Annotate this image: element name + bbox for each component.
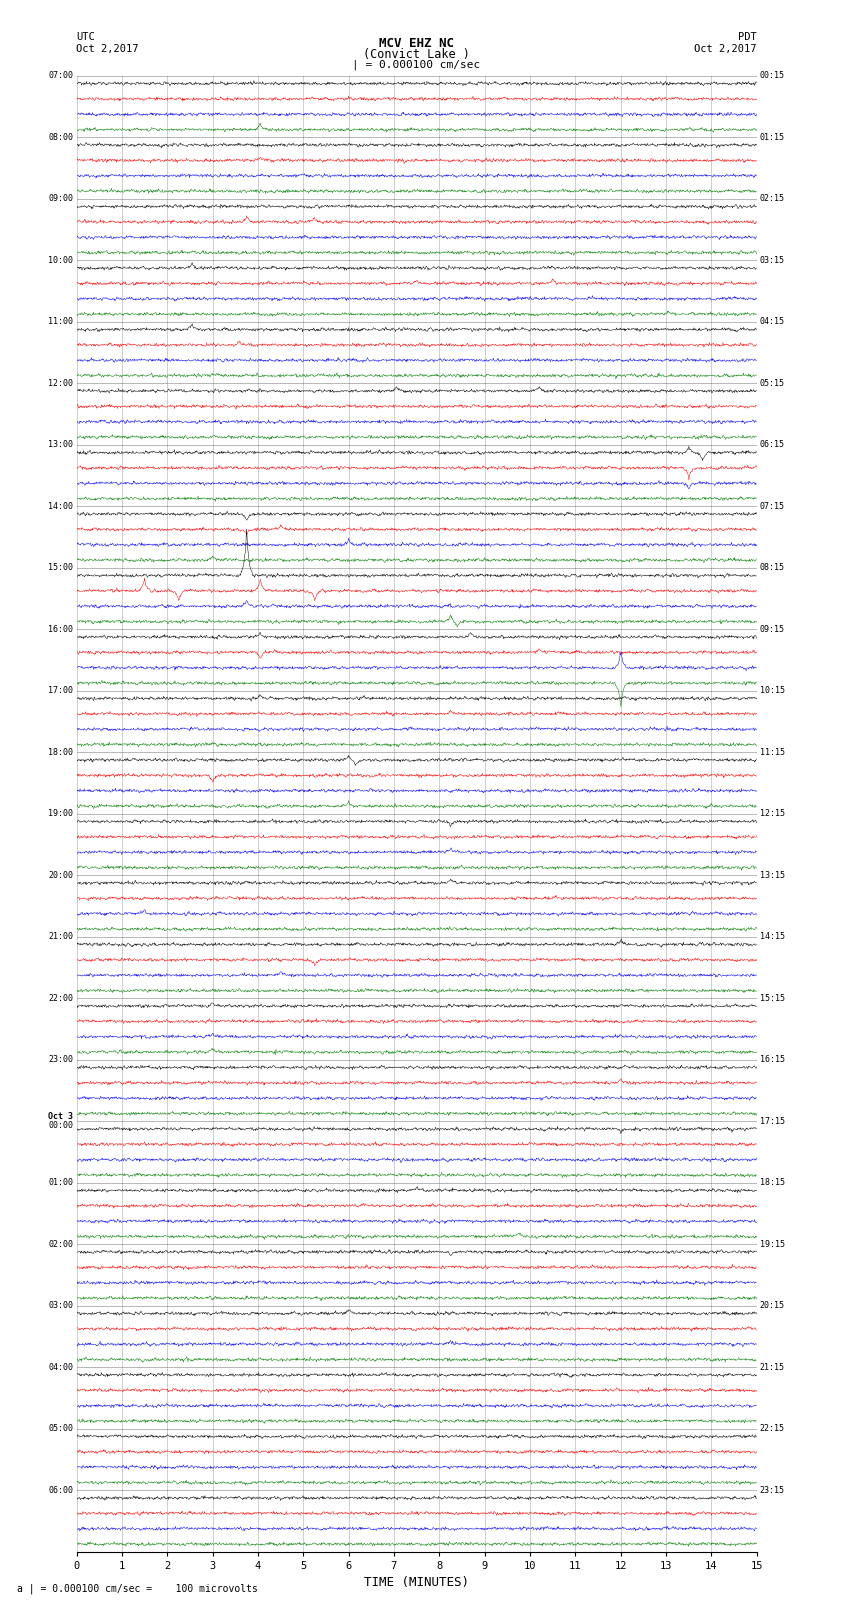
Text: 22:00: 22:00 [48,994,73,1003]
Text: 03:15: 03:15 [760,256,785,265]
Text: 01:00: 01:00 [48,1177,73,1187]
Text: 04:15: 04:15 [760,318,785,326]
Text: 15:00: 15:00 [48,563,73,573]
Text: 12:00: 12:00 [48,379,73,387]
Text: 20:00: 20:00 [48,871,73,879]
Text: 21:15: 21:15 [760,1363,785,1371]
Text: 02:15: 02:15 [760,194,785,203]
Text: Oct 2,2017: Oct 2,2017 [76,44,139,53]
Text: 19:00: 19:00 [48,810,73,818]
Text: 00:15: 00:15 [760,71,785,81]
Text: 17:00: 17:00 [48,686,73,695]
Text: 01:15: 01:15 [760,132,785,142]
X-axis label: TIME (MINUTES): TIME (MINUTES) [364,1576,469,1589]
Text: 08:00: 08:00 [48,132,73,142]
Text: 19:15: 19:15 [760,1240,785,1248]
Text: 18:00: 18:00 [48,748,73,756]
Text: 16:00: 16:00 [48,624,73,634]
Text: 16:15: 16:15 [760,1055,785,1065]
Text: MCV EHZ NC: MCV EHZ NC [379,37,454,50]
Text: 03:00: 03:00 [48,1302,73,1310]
Text: 09:00: 09:00 [48,194,73,203]
Text: 07:15: 07:15 [760,502,785,511]
Text: (Convict Lake ): (Convict Lake ) [363,48,470,61]
Text: 14:00: 14:00 [48,502,73,511]
Text: 06:00: 06:00 [48,1486,73,1495]
Text: | = 0.000100 cm/sec: | = 0.000100 cm/sec [353,60,480,71]
Text: 23:00: 23:00 [48,1055,73,1065]
Text: 20:15: 20:15 [760,1302,785,1310]
Text: 11:00: 11:00 [48,318,73,326]
Text: 14:15: 14:15 [760,932,785,942]
Text: 12:15: 12:15 [760,810,785,818]
Text: 13:00: 13:00 [48,440,73,450]
Text: 18:15: 18:15 [760,1177,785,1187]
Text: 06:15: 06:15 [760,440,785,450]
Text: 02:00: 02:00 [48,1240,73,1248]
Text: Oct 2,2017: Oct 2,2017 [694,44,756,53]
Text: 23:15: 23:15 [760,1486,785,1495]
Text: a | = 0.000100 cm/sec =    100 microvolts: a | = 0.000100 cm/sec = 100 microvolts [17,1582,258,1594]
Text: 11:15: 11:15 [760,748,785,756]
Text: 05:00: 05:00 [48,1424,73,1434]
Text: 05:15: 05:15 [760,379,785,387]
Text: Oct 3: Oct 3 [48,1113,73,1121]
Text: 04:00: 04:00 [48,1363,73,1371]
Text: 10:00: 10:00 [48,256,73,265]
Text: PDT: PDT [738,32,756,42]
Text: 21:00: 21:00 [48,932,73,942]
Text: 13:15: 13:15 [760,871,785,879]
Text: UTC: UTC [76,32,95,42]
Text: 07:00: 07:00 [48,71,73,81]
Text: 15:15: 15:15 [760,994,785,1003]
Text: 09:15: 09:15 [760,624,785,634]
Text: 08:15: 08:15 [760,563,785,573]
Text: 22:15: 22:15 [760,1424,785,1434]
Text: 17:15: 17:15 [760,1116,785,1126]
Text: 00:00: 00:00 [48,1121,73,1131]
Text: 10:15: 10:15 [760,686,785,695]
